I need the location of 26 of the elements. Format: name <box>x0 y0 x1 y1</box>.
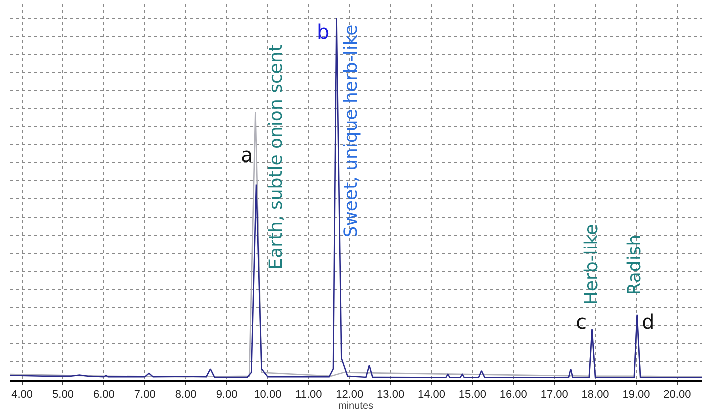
x-tick-label: 15.00 <box>458 388 486 401</box>
x-tick-label: 20.00 <box>664 388 692 401</box>
x-tick-label: 7.00 <box>134 388 156 401</box>
annotation: Radish <box>624 234 646 296</box>
x-tick-label: 9.00 <box>216 388 238 401</box>
x-tick-label: 8.00 <box>175 388 197 401</box>
x-axis-title: minutes <box>338 400 374 412</box>
x-tick-label: 6.00 <box>93 388 115 401</box>
x-tick-label: 11.00 <box>296 388 322 401</box>
annotation: Sweet, unique herb-like <box>340 24 362 238</box>
x-tick-label: 4.00 <box>12 388 33 401</box>
x-tick-label: 5.00 <box>52 388 74 401</box>
x-tick-label: 13.00 <box>377 388 405 401</box>
x-tick-label: 18.00 <box>582 388 610 401</box>
annotation: Earth, subtle onion scent <box>266 44 288 270</box>
annotation: a <box>241 143 254 167</box>
x-tick-label: 16.00 <box>500 388 528 401</box>
annotation: b <box>317 20 330 44</box>
x-tick-label: 14.00 <box>418 388 446 401</box>
annotation: Herb-like <box>581 224 602 306</box>
x-tick-label: 10.00 <box>254 388 282 401</box>
x-tick-label: 19.00 <box>622 388 650 401</box>
annotation: d <box>642 310 655 334</box>
x-tick-label: 12.00 <box>336 388 364 401</box>
x-tick-label: 17.00 <box>540 388 568 401</box>
annotation: c <box>576 310 587 334</box>
